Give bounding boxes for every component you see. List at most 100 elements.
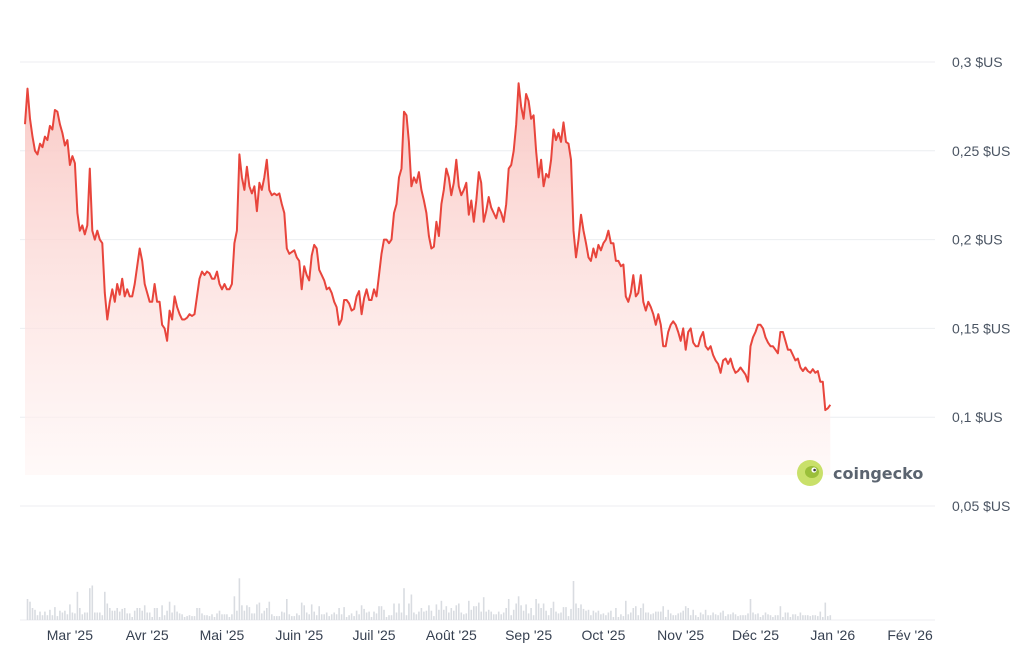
volume-bar <box>527 613 530 620</box>
volume-bar <box>246 605 248 620</box>
volume-bar <box>166 610 168 620</box>
volume-bar <box>118 611 121 620</box>
volume-bar <box>111 610 114 620</box>
volume-bar <box>375 613 378 620</box>
volume-bar <box>482 597 485 620</box>
volume-bar <box>61 612 64 620</box>
volume-bar <box>532 615 535 620</box>
volume-bar <box>440 600 443 620</box>
volume-bar <box>517 596 520 620</box>
volume-bar <box>762 615 764 620</box>
volume-bar <box>333 612 335 620</box>
x-tick-label: Mar '25 <box>47 627 93 643</box>
x-tick-label: Mai '25 <box>200 627 245 643</box>
volume-bar <box>473 606 475 620</box>
x-axis: Mar '25 Avr '25 Mai '25 Juin '25 Juil '25 Aoû… <box>47 627 933 643</box>
volume-bar <box>213 617 216 620</box>
volume-bar <box>266 608 268 620</box>
volume-bar <box>355 610 358 620</box>
volume-bar <box>106 603 109 620</box>
volume-bar <box>557 613 560 620</box>
volume-bar <box>607 612 610 620</box>
volume-bar <box>318 606 320 620</box>
volume-bar <box>657 611 660 620</box>
volume-bar <box>403 588 405 620</box>
volume-bar <box>101 615 104 620</box>
volume-bar <box>283 612 286 620</box>
volume-bar <box>692 609 694 620</box>
volume-bar <box>303 605 305 620</box>
volume-bar <box>677 613 679 620</box>
volume-bar <box>640 608 642 620</box>
volume-bar <box>647 612 650 620</box>
volume-bar <box>176 611 178 620</box>
x-tick-label: Oct '25 <box>581 627 625 643</box>
volume-bar <box>784 612 787 620</box>
volume-bar <box>218 610 221 620</box>
volume-bar <box>792 614 794 620</box>
volume-bar <box>632 608 635 620</box>
volume-bar <box>383 609 385 620</box>
volume-bar <box>430 610 433 620</box>
volume-bar <box>562 607 565 620</box>
volume-bar <box>799 612 802 620</box>
price-series-line <box>24 82 832 412</box>
volume-bar <box>777 615 779 620</box>
volume-bar <box>438 609 440 620</box>
volume-bar <box>448 612 450 620</box>
volume-bar <box>228 617 231 620</box>
volume-bar <box>236 610 238 620</box>
volume-bar <box>415 614 418 620</box>
volume-bar <box>522 610 525 620</box>
volume-bar <box>689 615 692 620</box>
y-tick-label: 0,2 $US <box>952 232 1003 248</box>
volume-bar <box>425 610 428 620</box>
volume-bar <box>271 614 273 620</box>
volume-bar <box>757 613 759 620</box>
volume-bar <box>79 608 81 620</box>
volume-bar <box>418 611 420 620</box>
volume-bar <box>89 588 91 620</box>
volume-bar <box>31 608 34 620</box>
volume-bar <box>121 608 123 620</box>
volume-bar <box>278 616 281 620</box>
volume-bar <box>300 602 303 620</box>
gecko-logo-icon <box>797 460 823 486</box>
volume-bar <box>338 608 340 620</box>
volume-bar <box>253 613 256 620</box>
volume-bar <box>390 615 393 620</box>
volume-bar <box>782 617 784 620</box>
volume-bar <box>729 614 732 620</box>
volume-bar <box>747 613 749 620</box>
volume-bar <box>323 614 325 620</box>
volume-bar <box>577 608 580 620</box>
volume-bar <box>797 616 799 620</box>
volume-bar <box>505 608 507 620</box>
volume-bar <box>547 615 550 620</box>
volume-bar <box>188 615 191 620</box>
volume-bar <box>153 608 156 620</box>
volume-bar <box>684 606 687 620</box>
volume-bar <box>537 603 540 620</box>
volume-bar <box>126 613 128 620</box>
volume-bar <box>555 611 557 620</box>
volume-bar <box>131 617 133 620</box>
volume-bar <box>662 606 664 620</box>
volume-bar <box>41 615 44 620</box>
volume-bar <box>772 617 774 620</box>
volume-bar <box>787 612 789 620</box>
x-tick-label: Avr '25 <box>126 627 169 643</box>
volume-bar <box>288 614 291 620</box>
volume-bar <box>507 599 510 620</box>
volume-bar <box>463 614 465 620</box>
volume-bar <box>814 615 817 620</box>
volume-bar <box>273 616 276 620</box>
volume-bar <box>198 608 201 620</box>
volume-bar <box>660 611 662 620</box>
price-line <box>24 82 832 412</box>
volume-bar <box>582 608 585 620</box>
volume-bar <box>445 606 448 620</box>
volume-bar <box>759 617 762 620</box>
volume-bar <box>645 612 647 620</box>
volume-bar <box>807 615 809 620</box>
